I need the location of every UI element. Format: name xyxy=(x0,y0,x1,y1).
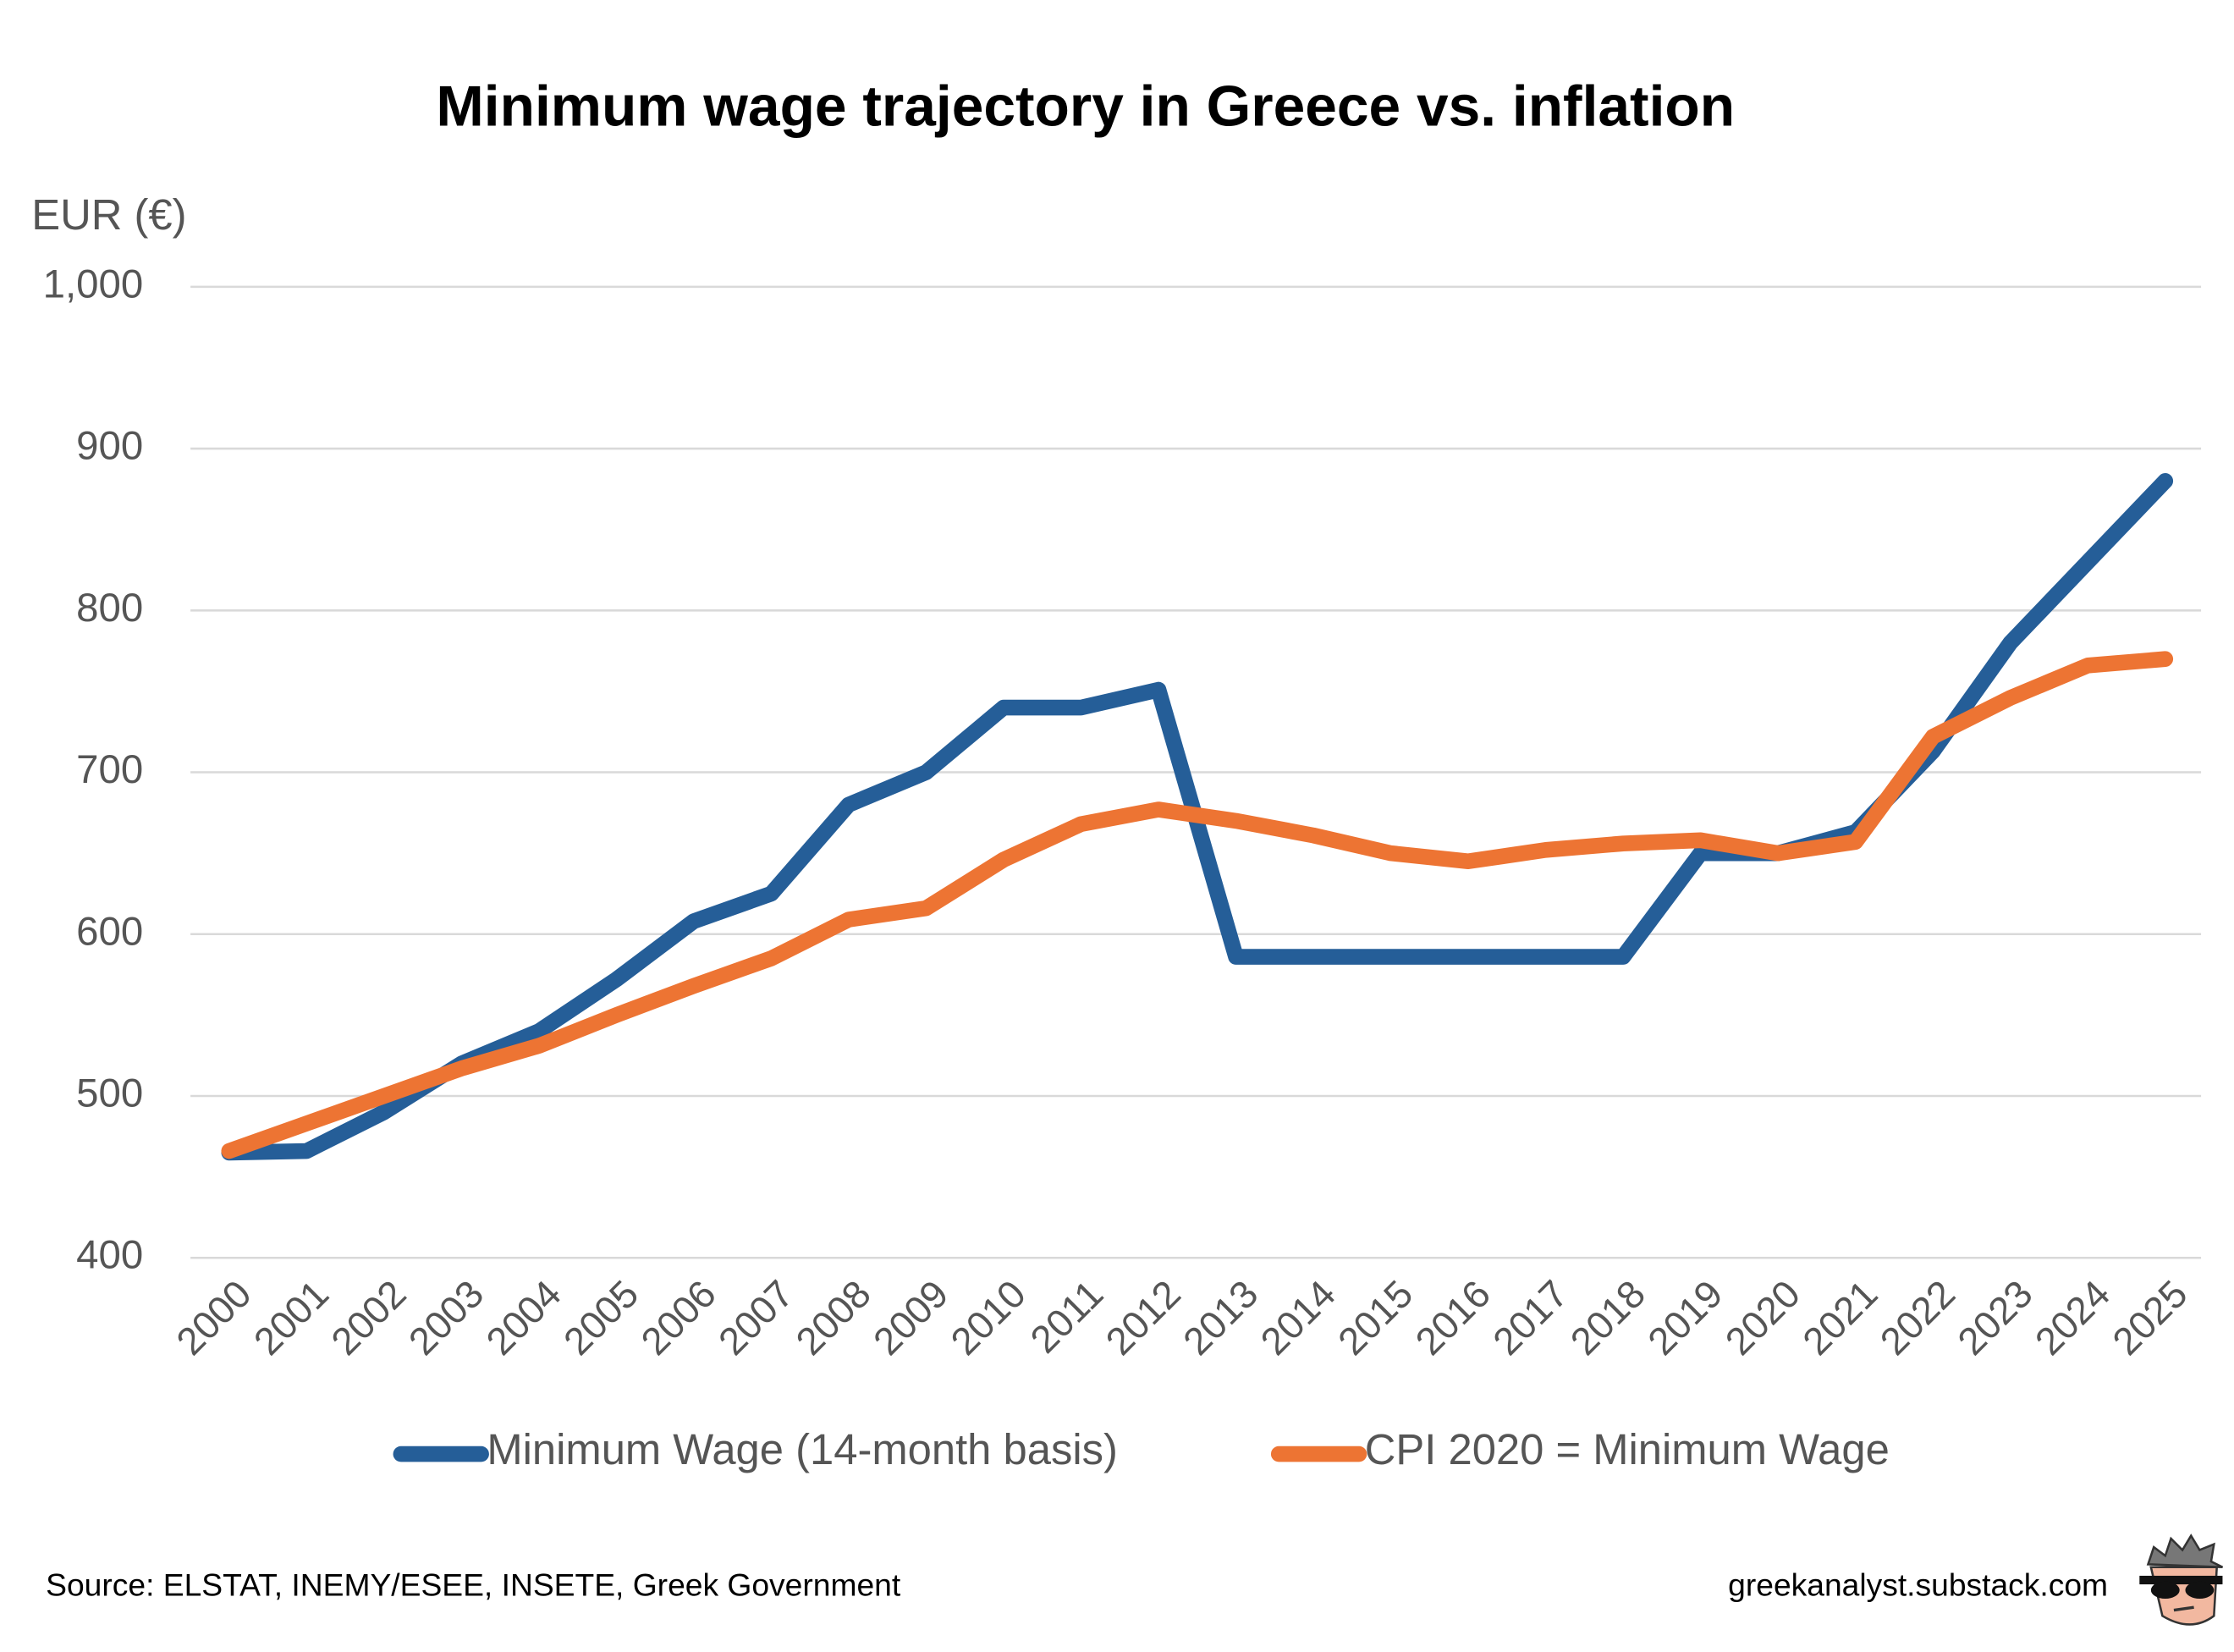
x-tick-label: 2017 xyxy=(1485,1272,1576,1363)
y-tick-label: 800 xyxy=(76,586,143,631)
logo-icon xyxy=(2139,1534,2224,1626)
line-series xyxy=(221,473,2174,1161)
x-tick-label: 2003 xyxy=(400,1272,492,1363)
x-tick-label: 2011 xyxy=(1022,1272,1112,1362)
line-series xyxy=(221,651,2174,1159)
x-tick-label: 2012 xyxy=(1098,1272,1189,1363)
x-tick-label: 2014 xyxy=(1252,1272,1344,1363)
x-tick-label: 2024 xyxy=(2027,1272,2118,1363)
y-tick-label: 400 xyxy=(76,1233,143,1278)
x-tick-label: 2025 xyxy=(2105,1272,2196,1363)
x-tick-label: 2008 xyxy=(788,1272,879,1363)
legend-label: Minimum Wage (14-month basis) xyxy=(487,1425,1117,1473)
y-tick-label: 600 xyxy=(76,909,143,954)
x-tick-label: 2023 xyxy=(1950,1272,2041,1363)
y-tick-label: 700 xyxy=(76,747,143,792)
x-tick-label: 2015 xyxy=(1330,1272,1422,1363)
website: greekanalyst.substack.com xyxy=(1728,1567,2108,1602)
x-tick-label: 2000 xyxy=(168,1272,260,1363)
source: Source: ELSTAT, INEMY/ESEE, INSETE, Gree… xyxy=(46,1567,901,1602)
y-tick-label: 900 xyxy=(76,424,143,469)
x-tick-label: 2001 xyxy=(245,1272,337,1363)
y-axis-label: EUR (€) xyxy=(31,190,186,239)
x-tick-label: 2018 xyxy=(1562,1272,1653,1363)
x-tick-label: 2010 xyxy=(943,1272,1034,1363)
x-tick-label: 2009 xyxy=(865,1272,956,1363)
x-tick-label: 2007 xyxy=(710,1272,801,1363)
x-tick-label: 2021 xyxy=(1795,1272,1886,1363)
x-tick-label: 2020 xyxy=(1717,1272,1808,1363)
x-tick-label: 2019 xyxy=(1640,1272,1731,1363)
chart-title: Minimum wage trajectory in Greece vs. in… xyxy=(436,75,1735,139)
x-tick-label: 2002 xyxy=(323,1272,415,1363)
x-tick-label: 2005 xyxy=(555,1272,647,1363)
x-tick-label: 2022 xyxy=(1872,1272,1963,1363)
y-tick-label: 1,000 xyxy=(43,262,144,306)
y-tick-label: 500 xyxy=(76,1071,143,1116)
x-tick-label: 2006 xyxy=(633,1272,724,1363)
x-tick-label: 2016 xyxy=(1407,1272,1499,1363)
x-tick-label: 2013 xyxy=(1175,1272,1267,1363)
x-tick-label: 2004 xyxy=(478,1272,570,1363)
legend-label: CPI 2020 = Minimum Wage xyxy=(1365,1425,1890,1473)
